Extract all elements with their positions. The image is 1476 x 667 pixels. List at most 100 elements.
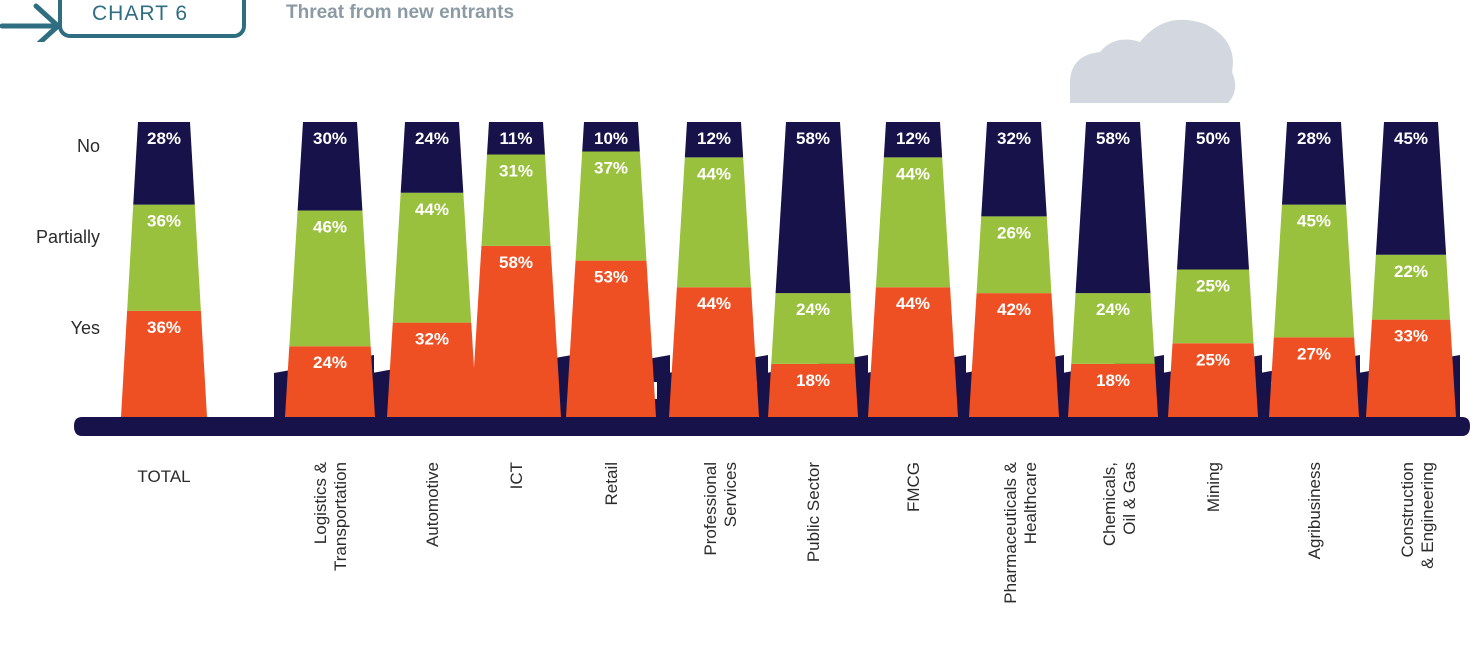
category-label-line: ICT xyxy=(507,462,526,489)
bar-segment-no xyxy=(400,122,464,193)
bar-group: 18% 24% 58% xyxy=(1068,122,1158,417)
data-label: 36% xyxy=(147,318,181,337)
data-label: 31% xyxy=(499,161,533,180)
bar-segment-yes xyxy=(1269,337,1359,417)
bar-group: 44% 44% 12% xyxy=(868,122,958,417)
bar-segment-yes xyxy=(121,310,207,417)
bar-segment-partially xyxy=(676,157,752,288)
bar-segment-no xyxy=(1375,122,1447,255)
category-label: FMCG xyxy=(904,462,923,512)
bar-group: 27% 45% 28% xyxy=(1269,122,1359,417)
cloud-icon xyxy=(1070,19,1236,104)
category-label-line: Chemicals, xyxy=(1100,462,1119,546)
bar-group: 36% 36% 28% xyxy=(121,122,207,417)
bar-group: 58% 31% 11% xyxy=(471,122,561,417)
bar-segment-yes xyxy=(969,293,1059,417)
chart-header: CHART 6 Threat from new entrants xyxy=(0,0,700,42)
data-label: 18% xyxy=(796,371,830,390)
bar-segment-partially xyxy=(392,192,472,323)
category-label-line: Services xyxy=(721,462,740,527)
category-label: Agribusiness xyxy=(1305,462,1324,559)
category-label: Mining xyxy=(1204,462,1223,512)
category-label: Logistics & Transportation xyxy=(311,461,350,571)
bar-segment-yes xyxy=(1068,363,1158,417)
data-label: 58% xyxy=(499,253,533,272)
data-label: 24% xyxy=(313,353,347,372)
bar-segment-partially xyxy=(976,216,1052,294)
factory-floor xyxy=(74,417,1470,436)
data-label: 32% xyxy=(997,129,1031,148)
data-label: 12% xyxy=(896,129,930,148)
data-label: 45% xyxy=(1394,129,1428,148)
category-label: Construction & Engineering xyxy=(1398,462,1437,569)
bar-group: 44% 44% 12% xyxy=(669,122,759,417)
bar-segment-partially xyxy=(1273,204,1355,338)
bar-segment-partially xyxy=(1371,254,1451,320)
category-label-line: Mining xyxy=(1204,462,1223,512)
category-label-line: & Engineering xyxy=(1418,462,1437,569)
bar-segment-yes xyxy=(566,260,656,417)
category-label: TOTAL xyxy=(137,467,190,486)
category-label-line: Public Sector xyxy=(804,462,823,562)
bar-segment-yes xyxy=(471,245,561,417)
data-label: 12% xyxy=(697,129,731,148)
data-label: 58% xyxy=(1096,129,1130,148)
bar-segment-yes xyxy=(669,287,759,417)
category-label: Pharmaceuticals & Healthcare xyxy=(1001,461,1040,603)
bar-group: 18% 24% 58% xyxy=(768,122,858,417)
data-label: 28% xyxy=(147,129,181,148)
category-label-line: Oil & Gas xyxy=(1120,462,1139,535)
data-label: 11% xyxy=(499,129,532,148)
bar-segment-no xyxy=(487,122,545,155)
category-label-line: Professional xyxy=(701,462,720,556)
bar-segment-yes xyxy=(868,287,958,417)
category-label-line: Logistics & xyxy=(311,461,330,544)
bar-segment-partially xyxy=(289,210,371,347)
data-label: 44% xyxy=(896,164,930,183)
category-label-line: Retail xyxy=(602,462,621,505)
chart-title: Threat from new entrants xyxy=(286,2,515,23)
bar-segment-partially xyxy=(771,293,855,364)
bar-segment-yes xyxy=(285,346,375,417)
data-label: 53% xyxy=(594,268,628,287)
category-label: ICT xyxy=(507,462,526,489)
data-label: 25% xyxy=(1196,350,1230,369)
data-label: 33% xyxy=(1394,327,1428,346)
data-label: 37% xyxy=(594,159,628,178)
data-label: 44% xyxy=(896,294,930,313)
data-label: 50% xyxy=(1196,129,1230,148)
bar-segment-yes xyxy=(768,363,858,417)
data-label: 25% xyxy=(1196,277,1230,296)
data-label: 24% xyxy=(796,300,830,319)
data-label: 32% xyxy=(415,330,449,349)
category-label-line: Agribusiness xyxy=(1305,462,1324,559)
data-label: 44% xyxy=(697,294,731,313)
bar-segment-no xyxy=(684,122,744,158)
y-tick-label: Yes xyxy=(71,318,100,338)
data-label: 58% xyxy=(796,129,830,148)
data-label: 28% xyxy=(1297,129,1331,148)
bar-group: 24% 46% 30% xyxy=(285,122,375,417)
bar-segment-yes xyxy=(1366,319,1456,417)
category-label: Automotive xyxy=(423,462,442,547)
category-label-line: Healthcare xyxy=(1021,462,1040,544)
data-label: 42% xyxy=(997,300,1031,319)
data-label: 10% xyxy=(594,129,628,148)
category-label-line: FMCG xyxy=(904,462,923,512)
data-label: 44% xyxy=(697,164,731,183)
bar-segment-partially xyxy=(481,154,551,246)
bar-segment-no xyxy=(297,122,363,211)
category-label: Professional Services xyxy=(701,462,740,556)
data-label: 24% xyxy=(1096,300,1130,319)
bar-group: 53% 37% 10% xyxy=(566,122,656,417)
bar-segment-no xyxy=(1281,122,1347,205)
y-axis: No Partially Yes xyxy=(36,136,100,338)
chart-number-tag xyxy=(58,0,246,38)
bar-segment-no xyxy=(883,122,943,158)
category-label: Chemicals, Oil & Gas xyxy=(1100,462,1139,546)
data-label: 30% xyxy=(313,129,347,148)
bar-segment-partially xyxy=(875,157,951,288)
data-label: 36% xyxy=(147,212,181,231)
bar-group: 25% 25% 50% xyxy=(1168,122,1258,417)
